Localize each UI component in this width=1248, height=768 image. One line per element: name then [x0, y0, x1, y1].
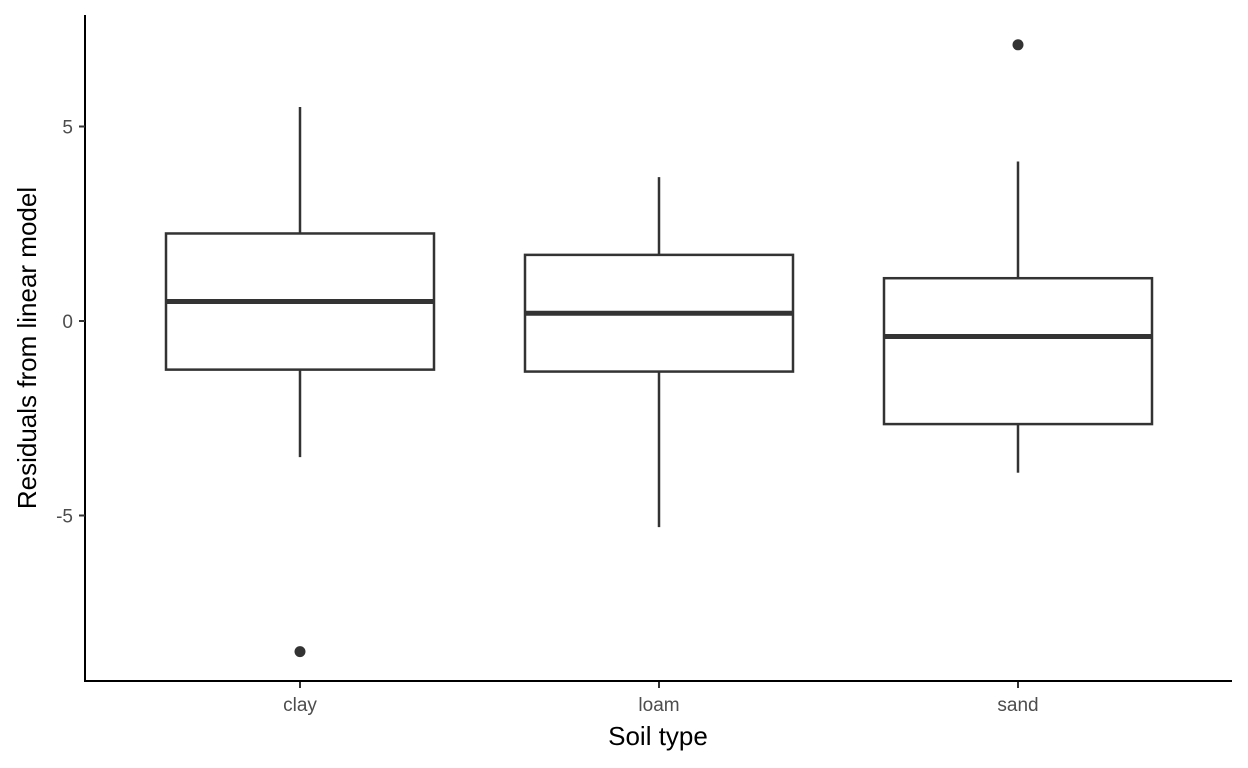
box-iqr [882, 276, 1154, 426]
box-group-sand [882, 39, 1154, 473]
y-axis-ticks: 5 0 -5 [56, 118, 85, 528]
outlier-point [1012, 39, 1024, 51]
y-axis-title: Residuals from linear model [12, 187, 42, 509]
x-tick-label: loam [638, 695, 679, 716]
x-axis-title: Soil type [608, 721, 708, 751]
x-tick-label: clay [283, 695, 317, 716]
y-tick-label: -5 [56, 507, 73, 528]
plot-area [164, 39, 1154, 658]
x-axis-ticks: clay loam sand [283, 682, 1039, 716]
x-tick-label: sand [997, 695, 1038, 716]
box-group-clay [164, 107, 436, 658]
box-group-loam [523, 177, 795, 528]
y-tick-label: 0 [62, 312, 73, 333]
outlier-point [294, 646, 306, 658]
y-tick-label: 5 [62, 118, 73, 139]
